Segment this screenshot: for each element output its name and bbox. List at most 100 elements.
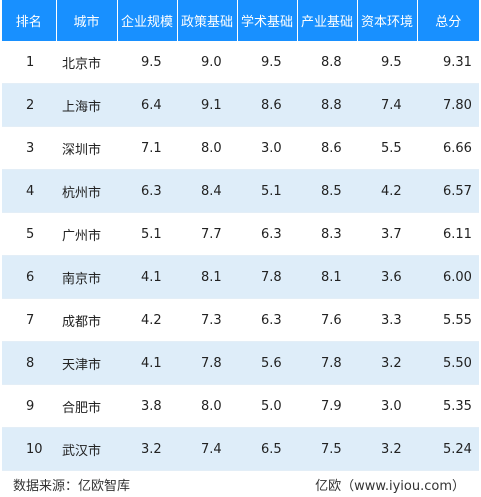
industry-foundation-cell: 7.6: [297, 298, 357, 342]
policy-foundation-cell: 8.0: [177, 126, 237, 170]
city-cell: 杭州市: [56, 169, 117, 213]
industry-foundation-cell: 7.8: [297, 341, 357, 385]
rank-cell: 10: [2, 427, 56, 471]
table-row: 4 杭州市 6.3 8.4 5.1 8.5 4.2 6.57: [2, 169, 479, 213]
table-row: 9 合肥市 3.8 8.0 5.0 7.9 3.0 5.35: [2, 384, 479, 428]
city-ranking-table: 排名 城市 企业规模 政策基础 学术基础 产业基础 资本环境 总分 1 北京市 9.…: [2, 0, 479, 471]
policy-foundation-cell: 9.0: [177, 41, 237, 84]
rank-cell: 5: [2, 212, 56, 256]
city-cell: 深圳市: [56, 126, 117, 170]
table-header-row: 排名 城市 企业规模 政策基础 学术基础 产业基础 资本环境 总分: [2, 0, 479, 41]
enterprise-scale-cell: 4.2: [117, 298, 177, 342]
capital-environment-cell: 4.2: [357, 169, 417, 213]
capital-environment-cell: 7.4: [357, 83, 417, 127]
enterprise-scale-cell: 5.1: [117, 212, 177, 256]
industry-foundation-cell: 8.5: [297, 169, 357, 213]
capital-environment-cell: 3.6: [357, 255, 417, 299]
capital-environment-cell: 3.2: [357, 341, 417, 385]
total-score-cell: 7.80: [417, 83, 479, 127]
industry-foundation-cell: 8.3: [297, 212, 357, 256]
academic-foundation-cell: 6.3: [237, 212, 297, 256]
policy-foundation-cell: 7.4: [177, 427, 237, 471]
policy-foundation-cell: 7.7: [177, 212, 237, 256]
city-cell: 上海市: [56, 83, 117, 127]
industry-foundation-cell: 8.1: [297, 255, 357, 299]
enterprise-scale-cell: 4.1: [117, 341, 177, 385]
rank-cell: 2: [2, 83, 56, 127]
enterprise-scale-cell: 3.2: [117, 427, 177, 471]
header-enterprise-scale: 企业规模: [117, 0, 178, 41]
rank-cell: 9: [2, 384, 56, 428]
header-policy-foundation: 政策基础: [177, 0, 238, 41]
city-cell: 天津市: [56, 341, 117, 385]
city-cell: 武汉市: [56, 427, 117, 471]
academic-foundation-cell: 5.0: [237, 384, 297, 428]
academic-foundation-cell: 7.8: [237, 255, 297, 299]
table-row: 6 南京市 4.1 8.1 7.8 8.1 3.6 6.00: [2, 255, 479, 299]
academic-foundation-cell: 3.0: [237, 126, 297, 170]
city-cell: 广州市: [56, 212, 117, 256]
city-cell: 北京市: [56, 41, 117, 84]
watermark-text: 亿欧（www.iyiou.com）: [315, 479, 465, 494]
header-rank: 排名: [2, 0, 57, 41]
academic-foundation-cell: 5.1: [237, 169, 297, 213]
table-row: 7 成都市 4.2 7.3 6.3 7.6 3.3 5.55: [2, 298, 479, 342]
table-row: 2 上海市 6.4 9.1 8.6 8.8 7.4 7.80: [2, 83, 479, 127]
enterprise-scale-cell: 7.1: [117, 126, 177, 170]
industry-foundation-cell: 7.5: [297, 427, 357, 471]
header-capital-environment: 资本环境: [357, 0, 418, 41]
policy-foundation-cell: 9.1: [177, 83, 237, 127]
capital-environment-cell: 3.3: [357, 298, 417, 342]
total-score-cell: 5.35: [417, 384, 479, 428]
industry-foundation-cell: 8.8: [297, 83, 357, 127]
academic-foundation-cell: 6.3: [237, 298, 297, 342]
industry-foundation-cell: 7.9: [297, 384, 357, 428]
policy-foundation-cell: 8.0: [177, 384, 237, 428]
header-city: 城市: [56, 0, 118, 41]
table-row: 10 武汉市 3.2 7.4 6.5 7.5 3.2 5.24: [2, 427, 479, 471]
rank-cell: 4: [2, 169, 56, 213]
total-score-cell: 6.00: [417, 255, 479, 299]
enterprise-scale-cell: 9.5: [117, 41, 177, 84]
total-score-cell: 6.66: [417, 126, 479, 170]
academic-foundation-cell: 8.6: [237, 83, 297, 127]
total-score-cell: 5.24: [417, 427, 479, 471]
policy-foundation-cell: 8.1: [177, 255, 237, 299]
total-score-cell: 5.55: [417, 298, 479, 342]
table-row: 5 广州市 5.1 7.7 6.3 8.3 3.7 6.11: [2, 212, 479, 256]
table-row: 8 天津市 4.1 7.8 5.6 7.8 3.2 5.50: [2, 341, 479, 385]
city-cell: 合肥市: [56, 384, 117, 428]
enterprise-scale-cell: 3.8: [117, 384, 177, 428]
rank-cell: 7: [2, 298, 56, 342]
capital-environment-cell: 3.2: [357, 427, 417, 471]
enterprise-scale-cell: 4.1: [117, 255, 177, 299]
table-row: 3 深圳市 7.1 8.0 3.0 8.6 5.5 6.66: [2, 126, 479, 170]
city-cell: 南京市: [56, 255, 117, 299]
city-cell: 成都市: [56, 298, 117, 342]
rank-cell: 6: [2, 255, 56, 299]
capital-environment-cell: 5.5: [357, 126, 417, 170]
data-source-note: 数据来源：亿欧智库: [13, 479, 131, 494]
rank-cell: 1: [2, 41, 56, 84]
header-academic-foundation: 学术基础: [237, 0, 298, 41]
academic-foundation-cell: 9.5: [237, 41, 297, 84]
total-score-cell: 6.11: [417, 212, 479, 256]
academic-foundation-cell: 6.5: [237, 427, 297, 471]
total-score-cell: 5.50: [417, 341, 479, 385]
enterprise-scale-cell: 6.3: [117, 169, 177, 213]
industry-foundation-cell: 8.6: [297, 126, 357, 170]
industry-foundation-cell: 8.8: [297, 41, 357, 84]
table-body: 1 北京市 9.5 9.0 9.5 8.8 9.5 9.31 2 上海市 6.4 9.1 8.6 8.8 7…: [2, 41, 479, 471]
enterprise-scale-cell: 6.4: [117, 83, 177, 127]
capital-environment-cell: 3.0: [357, 384, 417, 428]
capital-environment-cell: 3.7: [357, 212, 417, 256]
header-industry-foundation: 产业基础: [297, 0, 358, 41]
table-row: 1 北京市 9.5 9.0 9.5 8.8 9.5 9.31: [2, 41, 479, 84]
capital-environment-cell: 9.5: [357, 41, 417, 84]
total-score-cell: 6.57: [417, 169, 479, 213]
rank-cell: 3: [2, 126, 56, 170]
header-total-score: 总分: [417, 0, 479, 41]
academic-foundation-cell: 5.6: [237, 341, 297, 385]
rank-cell: 8: [2, 341, 56, 385]
policy-foundation-cell: 7.8: [177, 341, 237, 385]
